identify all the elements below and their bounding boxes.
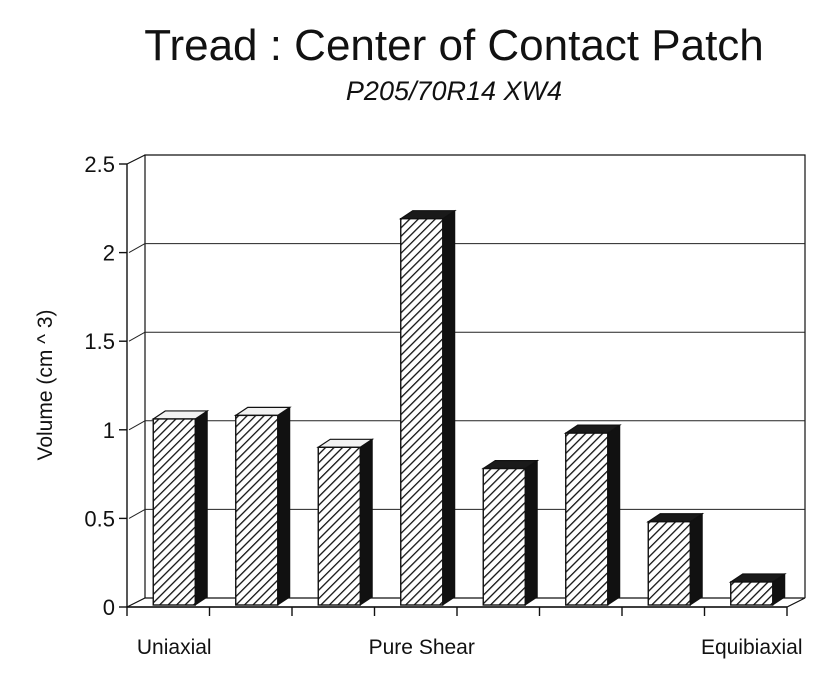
plot-floor	[126, 597, 806, 608]
y-tick-label: 2	[103, 241, 115, 266]
bar	[646, 512, 705, 606]
chart-title: Tread : Center of Contact Patch	[144, 21, 764, 70]
x-category-labels: Uniaxial Pure Shear Equibiaxial	[137, 636, 803, 659]
gridline-side	[128, 331, 146, 342]
x-category-label: Uniaxial	[137, 636, 212, 659]
bar	[728, 573, 787, 606]
bar-side	[689, 512, 703, 606]
y-axis-top-link	[126, 154, 146, 165]
y-tick-label: 2.5	[84, 152, 115, 177]
gridline-side	[128, 243, 146, 254]
bar-front	[730, 581, 774, 606]
x-category-label: Pure Shear	[369, 636, 475, 659]
bar-side	[607, 424, 621, 606]
bar-front	[235, 414, 279, 606]
bar-side	[277, 406, 291, 606]
y-tick-label: 1.5	[84, 329, 115, 354]
bar-front	[647, 521, 691, 606]
gridline-side	[128, 508, 146, 519]
bar-side	[359, 438, 373, 606]
bar	[481, 459, 540, 606]
y-tick-label: 0.5	[84, 506, 115, 531]
bar	[151, 410, 210, 606]
floor-plane	[126, 597, 806, 608]
chart-subtitle: P205/70R14 XW4	[345, 76, 563, 106]
plot-back-wall	[144, 154, 806, 598]
gridline-side	[128, 420, 146, 431]
bar-front	[482, 467, 526, 606]
back-wall-frame	[144, 154, 806, 598]
y-tick-label: 0	[103, 595, 115, 620]
bars	[151, 209, 787, 606]
axes	[119, 154, 788, 616]
x-category-label: Equibiaxial	[701, 636, 803, 659]
bar-front	[400, 218, 444, 606]
y-axis-title: Volume (cm ^ 3)	[34, 309, 57, 460]
bar	[563, 424, 622, 606]
bar-front	[317, 446, 361, 606]
bar-side	[524, 459, 538, 606]
y-tick-label: 1	[103, 418, 115, 443]
bar	[233, 406, 292, 606]
bar-front	[152, 418, 196, 606]
gridlines	[128, 243, 805, 519]
bar-side	[194, 410, 208, 606]
bar-front	[565, 432, 609, 606]
y-tick-labels: 0 0.5 1 1.5 2 2.5	[84, 152, 115, 620]
bar-side	[442, 209, 456, 606]
bar	[398, 209, 457, 606]
bar	[316, 438, 375, 606]
